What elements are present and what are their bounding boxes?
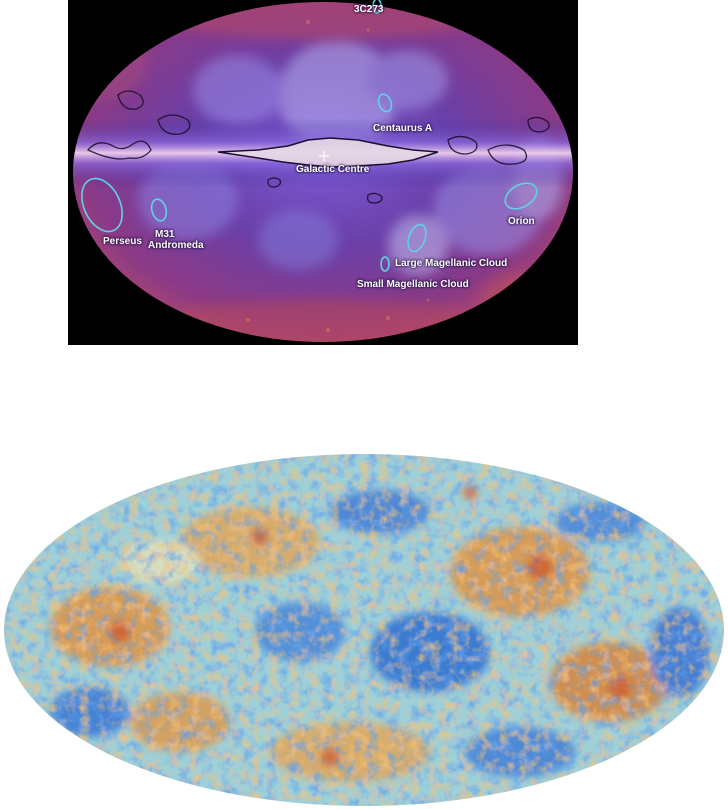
marker-orion <box>504 182 538 210</box>
label-andromeda: Andromeda <box>148 240 204 251</box>
galactic-centre-cross <box>319 151 329 161</box>
label-m31: M31 <box>155 229 175 240</box>
cmb-image <box>4 454 724 806</box>
marker-centaurus-a <box>377 93 393 113</box>
label-lmc: Large Magellanic Cloud <box>395 258 508 269</box>
marker-3c273 <box>372 0 382 14</box>
label-centaurus-a: Centaurus A <box>373 123 433 134</box>
marker-m31 <box>150 198 168 222</box>
marker-smc <box>380 256 390 272</box>
marker-perseus <box>81 177 123 233</box>
label-orion: Orion <box>508 216 535 227</box>
all-sky-image <box>73 0 573 342</box>
label-perseus: Perseus <box>103 236 142 247</box>
all-sky-map: 3C273 Centaurus A Galactic Centre M31 An… <box>68 0 578 345</box>
label-galactic-centre: Galactic Centre <box>296 164 370 175</box>
cmb-map <box>0 452 728 809</box>
label-3c273: 3C273 <box>354 4 384 15</box>
marker-lmc <box>407 223 427 253</box>
label-smc: Small Magellanic Cloud <box>357 279 469 290</box>
